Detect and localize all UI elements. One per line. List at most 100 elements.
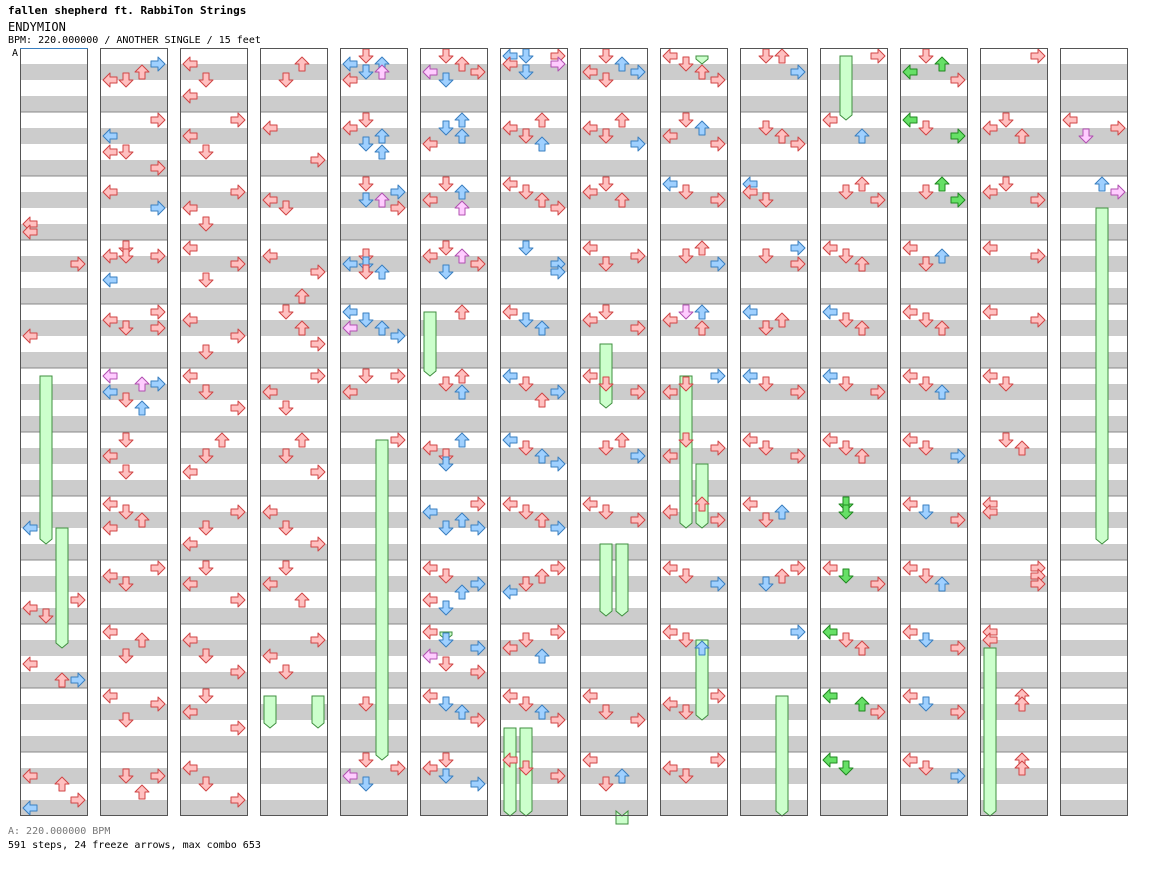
up-arrow: [54, 672, 70, 688]
chart-column-10: [740, 48, 808, 817]
beat-stripe: [260, 544, 328, 560]
left-arrow: [582, 64, 598, 80]
beat-stripe: [500, 480, 568, 496]
beat-stripe: [980, 256, 1048, 272]
beat-stripe: [580, 288, 648, 304]
beat-stripe: [900, 640, 968, 656]
right-arrow: [790, 256, 806, 272]
beat-stripe: [740, 480, 808, 496]
right-arrow: [1030, 192, 1046, 208]
freeze-arrow: [839, 55, 853, 121]
up-arrow: [374, 320, 390, 336]
left-arrow: [182, 56, 198, 72]
left-arrow: [582, 240, 598, 256]
right-arrow: [150, 376, 166, 392]
beat-stripe: [500, 224, 568, 240]
down-arrow: [598, 304, 614, 320]
beat-stripe: [900, 128, 968, 144]
beat-stripe: [900, 736, 968, 752]
beat-stripe: [20, 288, 88, 304]
down-arrow: [598, 504, 614, 520]
right-arrow: [630, 320, 646, 336]
beat-stripe: [900, 480, 968, 496]
beat-stripe: [420, 576, 488, 592]
beat-stripe: [1060, 768, 1128, 784]
up-arrow: [374, 264, 390, 280]
beat-stripe: [100, 576, 168, 592]
beat-stripe: [580, 224, 648, 240]
chart-column-13: [980, 48, 1048, 817]
freeze-arrow: [599, 343, 613, 409]
down-arrow: [518, 64, 534, 80]
column-border: [820, 48, 888, 816]
right-arrow: [790, 136, 806, 152]
beat-stripe: [820, 320, 888, 336]
beat-stripe: [20, 224, 88, 240]
left-arrow: [902, 240, 918, 256]
left-arrow: [662, 624, 678, 640]
up-arrow: [694, 320, 710, 336]
beat-stripe: [100, 736, 168, 752]
down-arrow: [198, 272, 214, 288]
right-arrow: [70, 672, 86, 688]
right-arrow: [1030, 576, 1046, 592]
beat-stripe: [740, 736, 808, 752]
down-arrow: [438, 600, 454, 616]
beat-stripe: [20, 544, 88, 560]
down-arrow: [518, 240, 534, 256]
right-arrow: [950, 128, 966, 144]
down-arrow: [678, 632, 694, 648]
beat-stripe: [1060, 224, 1128, 240]
chart-column-1: [20, 48, 88, 816]
down-arrow: [518, 440, 534, 456]
up-arrow: [134, 376, 150, 392]
beat-stripe: [500, 576, 568, 592]
freeze-arrow: [599, 543, 613, 617]
right-arrow: [150, 560, 166, 576]
beat-stripe: [500, 352, 568, 368]
up-arrow: [454, 128, 470, 144]
down-arrow: [678, 768, 694, 784]
down-arrow: [198, 72, 214, 88]
beat-stripe: [660, 352, 728, 368]
right-arrow: [390, 328, 406, 344]
beat-stripe: [1060, 800, 1128, 816]
beat-stripe: [420, 288, 488, 304]
up-arrow: [1014, 760, 1030, 776]
right-arrow: [70, 256, 86, 272]
up-arrow: [774, 504, 790, 520]
left-arrow: [982, 304, 998, 320]
down-arrow: [358, 136, 374, 152]
up-arrow: [454, 512, 470, 528]
beat-stripe: [340, 448, 408, 464]
beat-stripe: [420, 480, 488, 496]
beat-stripe: [660, 480, 728, 496]
left-arrow: [262, 384, 278, 400]
left-arrow: [902, 432, 918, 448]
left-arrow: [22, 800, 38, 816]
beat-stripe: [260, 96, 328, 112]
down-arrow: [278, 400, 294, 416]
beat-stripe: [20, 448, 88, 464]
beat-stripe: [500, 160, 568, 176]
down-arrow: [998, 176, 1014, 192]
freeze-arrow: [983, 647, 997, 817]
left-arrow: [502, 640, 518, 656]
down-arrow: [118, 648, 134, 664]
down-arrow: [758, 576, 774, 592]
down-arrow: [358, 752, 374, 768]
right-arrow: [310, 632, 326, 648]
right-arrow: [630, 64, 646, 80]
beat-stripe: [340, 704, 408, 720]
beat-stripe: [660, 512, 728, 528]
right-arrow: [1110, 184, 1126, 200]
up-arrow: [694, 304, 710, 320]
beat-stripe: [260, 704, 328, 720]
beat-stripe: [980, 736, 1048, 752]
right-arrow: [150, 56, 166, 72]
beat-stripe: [660, 288, 728, 304]
beat-stripe: [580, 576, 648, 592]
right-arrow: [150, 696, 166, 712]
down-arrow: [438, 176, 454, 192]
down-arrow: [918, 568, 934, 584]
